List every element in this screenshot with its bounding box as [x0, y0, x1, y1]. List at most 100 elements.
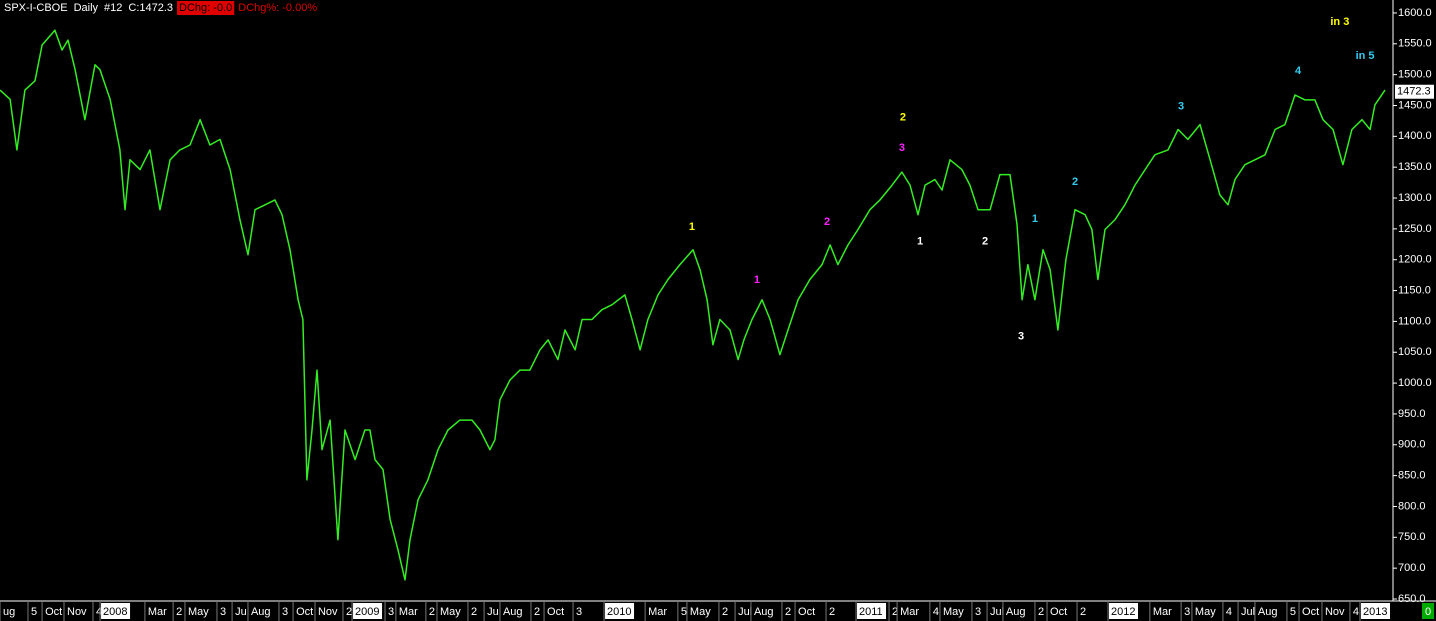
x-tick-label: May: [1195, 606, 1216, 618]
x-tick-label: 4: [1226, 606, 1232, 618]
y-tick-label: 900.0: [1398, 439, 1426, 451]
wave-label: 1: [917, 236, 923, 248]
x-tick-label: Mar: [648, 606, 667, 618]
year-box: [857, 603, 887, 619]
y-tick-label: 1150.0: [1398, 284, 1431, 296]
y-tick-label: 850.0: [1398, 470, 1426, 482]
wave-label: in 3: [1330, 16, 1349, 28]
x-tick-label: 2: [471, 606, 477, 618]
x-tick-label: 3: [576, 606, 582, 618]
x-tick-label: 2012: [1111, 606, 1135, 618]
y-tick-label: 750.0: [1398, 531, 1426, 543]
x-tick-label: 2: [722, 606, 728, 618]
y-tick-label: 650.0: [1398, 593, 1426, 605]
year-box: [605, 603, 635, 619]
x-tick-label: Jul: [235, 606, 249, 618]
x-tick-label: Aug: [754, 606, 774, 618]
x-tick-label: Mar: [1153, 606, 1172, 618]
x-tick-label: Oct: [1302, 606, 1319, 618]
x-tick-label: 2: [892, 606, 898, 618]
year-box: [1109, 603, 1139, 619]
x-tick-label: 5: [681, 606, 687, 618]
x-tick-label: 2: [785, 606, 791, 618]
x-tick-label: 2011: [859, 606, 883, 618]
x-tick-label: 5: [31, 606, 37, 618]
x-tick-label: Oct: [296, 606, 313, 618]
x-tick-label: Oct: [547, 606, 564, 618]
y-tick-label: 1050.0: [1398, 346, 1432, 358]
y-tick-label: 1450.0: [1398, 99, 1432, 111]
header-text: #12: [104, 2, 122, 14]
last-price-label: 1472.3: [1397, 86, 1431, 98]
wave-label: 3: [1178, 101, 1184, 113]
x-tick-label: 2013: [1363, 606, 1387, 618]
corner-label: 0: [1425, 606, 1431, 618]
x-tick-label: Oct: [45, 606, 62, 618]
x-tick-label: Oct: [1050, 606, 1067, 618]
wave-label: 1: [1032, 213, 1038, 225]
wave-label: 1: [689, 221, 695, 233]
x-tick-label: 3: [282, 606, 288, 618]
x-tick-label: Mar: [900, 606, 919, 618]
year-box: [101, 603, 131, 619]
x-tick-label: Aug: [1258, 606, 1278, 618]
y-tick-label: 1400.0: [1398, 130, 1432, 142]
y-tick-label: 1500.0: [1398, 69, 1432, 81]
wave-label: 2: [1072, 176, 1078, 188]
x-tick-label: 4: [96, 606, 102, 618]
x-tick-label: May: [943, 606, 964, 618]
x-tick-label: 4: [1353, 606, 1359, 618]
y-tick-label: 1600.0: [1398, 7, 1432, 19]
wave-label: 2: [824, 216, 830, 228]
x-tick-label: Nov: [1325, 606, 1345, 618]
x-tick-label: May: [690, 606, 711, 618]
x-tick-label: 5: [1290, 606, 1296, 618]
y-tick-label: 1200.0: [1398, 254, 1432, 266]
x-tick-label: Jul: [990, 606, 1004, 618]
wave-label: 3: [899, 142, 905, 154]
x-tick-label: Jul: [1241, 606, 1255, 618]
wave-label: 3: [1018, 331, 1024, 343]
x-tick-label: Aug: [1006, 606, 1026, 618]
header-text: C:1472.3: [128, 2, 173, 14]
x-tick-label: Aug: [503, 606, 523, 618]
x-tick-label: 2: [176, 606, 182, 618]
wave-label: 4: [1295, 65, 1302, 77]
x-tick-label: 3: [388, 606, 394, 618]
wave-label: 2: [900, 112, 906, 124]
price-line: [0, 29, 1386, 581]
x-tick-label: 3: [975, 606, 981, 618]
x-tick-label: Oct: [798, 606, 815, 618]
y-tick-label: 1250.0: [1398, 223, 1432, 235]
x-tick-label: 2008: [103, 606, 127, 618]
year-box: [353, 603, 383, 619]
change-text: DChg%: -0.00%: [238, 2, 317, 14]
x-tick-label: 2: [534, 606, 540, 618]
wave-label: in 5: [1356, 50, 1375, 62]
x-tick-label: 2010: [607, 606, 631, 618]
x-tick-label: May: [188, 606, 209, 618]
last-price-box: [1395, 84, 1434, 99]
header-text: Daily: [74, 2, 99, 14]
x-tick-label: Nov: [67, 606, 87, 618]
year-box: [1361, 603, 1391, 619]
change-text: DChg: -0.0: [179, 2, 232, 14]
x-tick-label: 3: [1184, 606, 1190, 618]
y-tick-label: 1300.0: [1398, 192, 1432, 204]
corner-box: [1422, 603, 1434, 619]
y-tick-label: 1550.0: [1398, 38, 1432, 50]
x-tick-label: 2: [1038, 606, 1044, 618]
x-tick-label: 2: [429, 606, 435, 618]
y-tick-label: 700.0: [1398, 562, 1426, 574]
x-tick-label: 2: [346, 606, 352, 618]
x-tick-label: 2: [1080, 606, 1086, 618]
x-tick-label: May: [440, 606, 461, 618]
x-tick-label: ug: [3, 606, 15, 618]
x-tick-label: Aug: [251, 606, 271, 618]
y-tick-label: 1350.0: [1398, 161, 1432, 173]
y-tick-label: 950.0: [1398, 408, 1426, 420]
y-tick-label: 1000.0: [1398, 377, 1432, 389]
x-tick-label: 2: [829, 606, 835, 618]
